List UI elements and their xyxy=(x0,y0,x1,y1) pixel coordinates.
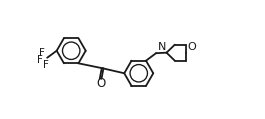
Text: N: N xyxy=(157,42,166,52)
Text: F: F xyxy=(37,55,43,65)
Text: O: O xyxy=(187,42,196,52)
Text: O: O xyxy=(96,77,105,90)
Text: F: F xyxy=(39,48,45,58)
Text: F: F xyxy=(43,60,49,70)
